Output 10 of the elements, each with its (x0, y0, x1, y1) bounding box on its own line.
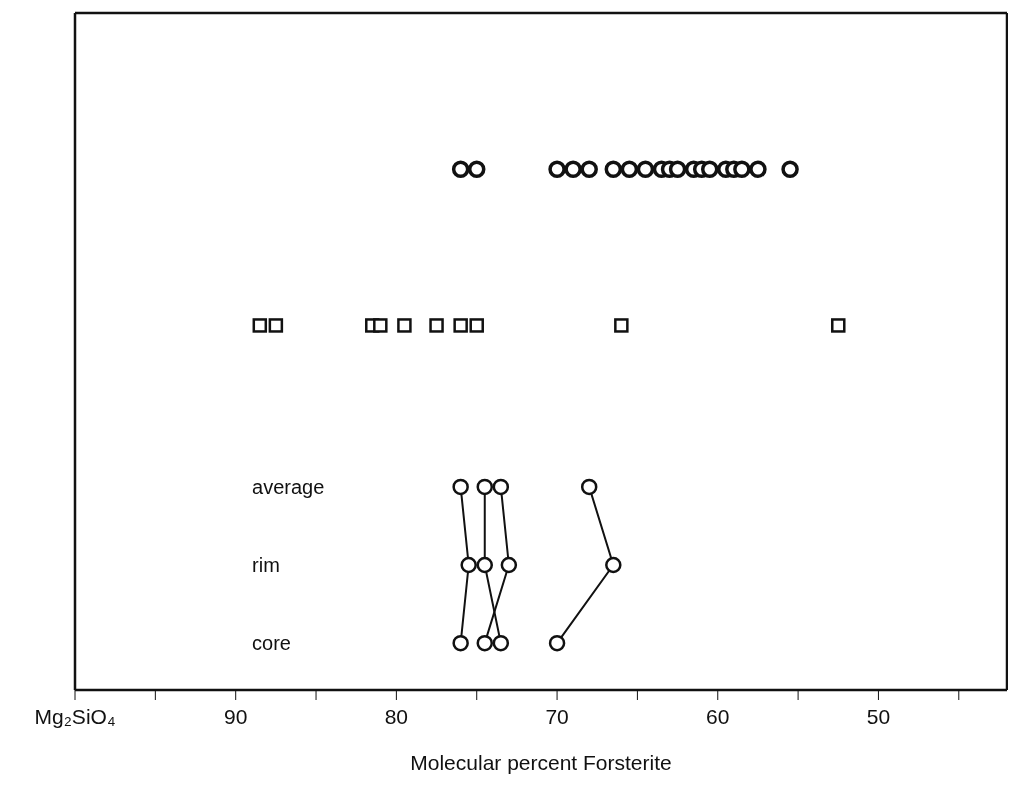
x-tick-label: 70 (545, 705, 569, 728)
x-tick-label: 60 (706, 705, 730, 728)
x-tick-label: 90 (224, 705, 248, 728)
annotation: average (252, 475, 325, 498)
annotation: core (252, 632, 291, 655)
x-tick-label: 80 (384, 705, 409, 728)
x-tick-label: Mg₂SiO₄ (34, 705, 116, 728)
x-axis-title: Molecular percent Forsterite (410, 751, 672, 774)
annotation: rim (252, 554, 280, 577)
x-tick-label: 50 (866, 705, 891, 728)
